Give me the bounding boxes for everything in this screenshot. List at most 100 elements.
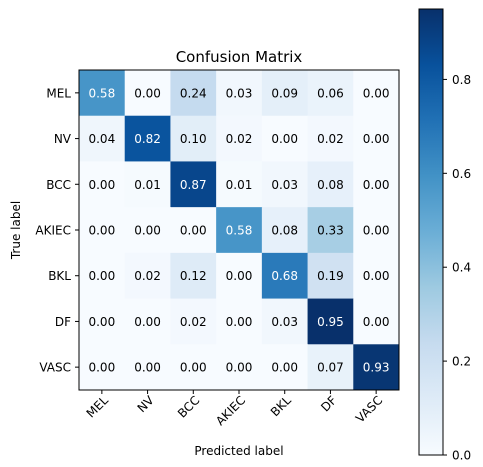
cell-value-label: 0.00 (226, 315, 253, 329)
heatmap-cell (170, 298, 217, 345)
x-axis-label: Predicted label (194, 444, 283, 458)
cell-value-label: 0.19 (317, 269, 344, 283)
cell-value-label: 0.00 (88, 178, 115, 192)
heatmap-cell (307, 344, 354, 391)
cell-value-label: 0.10 (180, 132, 207, 146)
cell-value-label: 0.24 (180, 86, 207, 100)
y-tick-label: VASC (39, 361, 71, 375)
colorbar-tick-label: 0.6 (452, 167, 471, 181)
x-tick-label: NV (135, 393, 158, 416)
heatmap-cell (216, 161, 263, 208)
heatmap-cell (79, 298, 126, 345)
heatmap-cell (261, 70, 309, 117)
cell-value-label: 0.02 (134, 269, 161, 283)
cell-value-label: 0.00 (134, 315, 161, 329)
x-tick-label: MEL (84, 393, 112, 421)
heatmap-cell (124, 252, 171, 300)
cell-value-label: 0.00 (226, 269, 253, 283)
cell-value-label: 0.06 (317, 86, 344, 100)
x-tick-label: AKIEC (213, 393, 248, 428)
cell-value-label: 0.00 (180, 361, 207, 375)
heatmap-cell (307, 298, 354, 345)
heatmap-cell (124, 207, 171, 254)
heatmap-cell (216, 298, 263, 345)
cell-value-label: 0.00 (363, 315, 390, 329)
cell-value-label: 0.00 (271, 132, 298, 146)
cell-value-label: 0.00 (363, 269, 390, 283)
heatmap-cell (307, 207, 354, 254)
y-tick-label: BKL (48, 269, 71, 283)
heatmap-cell (170, 161, 217, 208)
cell-value-label: 0.00 (226, 361, 253, 375)
cell-value-label: 0.33 (317, 224, 344, 238)
colorbar: 0.0 0.2 0.4 0.6 0.8 (418, 8, 471, 463)
colorbar-tick-label: 0.4 (452, 261, 471, 275)
heatmap-cell (170, 344, 217, 391)
cell-value-label: 0.95 (317, 315, 344, 329)
heatmap-cell (307, 161, 354, 208)
cell-value-label: 0.07 (317, 361, 344, 375)
cell-value-label: 0.82 (134, 132, 161, 146)
y-tick-label: DF (55, 315, 71, 329)
cell-value-label: 0.00 (88, 269, 115, 283)
heatmap-cell (216, 70, 263, 117)
cell-value-label: 0.08 (317, 178, 344, 192)
cell-value-label: 0.00 (363, 86, 390, 100)
cell-value-label: 0.02 (226, 132, 253, 146)
heatmap-cell (124, 115, 171, 162)
cell-value-label: 0.00 (180, 224, 207, 238)
cell-value-label: 0.00 (271, 361, 298, 375)
heatmap-cell (79, 161, 126, 208)
heatmap-cell (79, 344, 126, 391)
cell-value-label: 0.12 (180, 269, 207, 283)
x-tick-label: DF (318, 393, 339, 414)
colorbar-tick-label: 0.8 (452, 73, 471, 87)
heatmap-cell (307, 115, 354, 162)
y-axis-label: True label (9, 201, 23, 260)
heatmap-cell (353, 298, 400, 345)
cell-value-label: 0.00 (88, 361, 115, 375)
colorbar-gradient (418, 8, 444, 456)
cell-value-label: 0.04 (88, 132, 115, 146)
cell-value-label: 0.00 (88, 224, 115, 238)
cell-value-label: 0.00 (363, 132, 390, 146)
heatmap-cell (261, 207, 309, 254)
x-axis-ticks: MEL NV BCC AKIEC BKL DF VASC (84, 390, 385, 428)
heatmap-cell (216, 115, 263, 162)
y-axis-ticks: MEL NV BCC AKIEC BKL DF VASC (35, 86, 79, 375)
cell-value-label: 0.00 (134, 224, 161, 238)
cell-value-label: 0.09 (271, 86, 298, 100)
heatmap-cell (353, 115, 400, 162)
y-tick-label: AKIEC (35, 224, 71, 238)
heatmap-cell (261, 298, 309, 345)
cell-value-label: 0.02 (180, 315, 207, 329)
heatmap-cell (124, 70, 171, 117)
heatmap-cell (170, 70, 217, 117)
heatmap-cell (170, 252, 217, 300)
heatmap-cell (353, 344, 400, 391)
y-tick-label: NV (54, 132, 72, 146)
cell-value-label: 0.87 (180, 178, 207, 192)
heatmap-cell (353, 252, 400, 300)
heatmap-cell (216, 207, 263, 254)
heatmap-cell (79, 252, 126, 300)
cell-value-label: 0.00 (363, 224, 390, 238)
cell-value-label: 0.03 (271, 178, 298, 192)
heatmap-cell (216, 252, 263, 300)
colorbar-tick-label: 0.2 (452, 355, 471, 369)
heatmap-cell (353, 70, 400, 117)
heatmap-cell (261, 252, 309, 300)
heatmap-cell (124, 161, 171, 208)
cell-value-label: 0.93 (363, 361, 390, 375)
cell-value-label: 0.08 (271, 224, 298, 238)
heatmap-cell (170, 207, 217, 254)
heatmap-cell (216, 344, 263, 391)
heatmap-cell (170, 115, 217, 162)
cell-value-label: 0.03 (271, 315, 298, 329)
chart-title: Confusion Matrix (176, 48, 303, 66)
cell-value-label: 0.00 (88, 315, 115, 329)
cell-value-label: 0.03 (226, 86, 253, 100)
cell-value-label: 0.01 (134, 178, 161, 192)
colorbar-tick-label: 0.0 (452, 449, 471, 463)
